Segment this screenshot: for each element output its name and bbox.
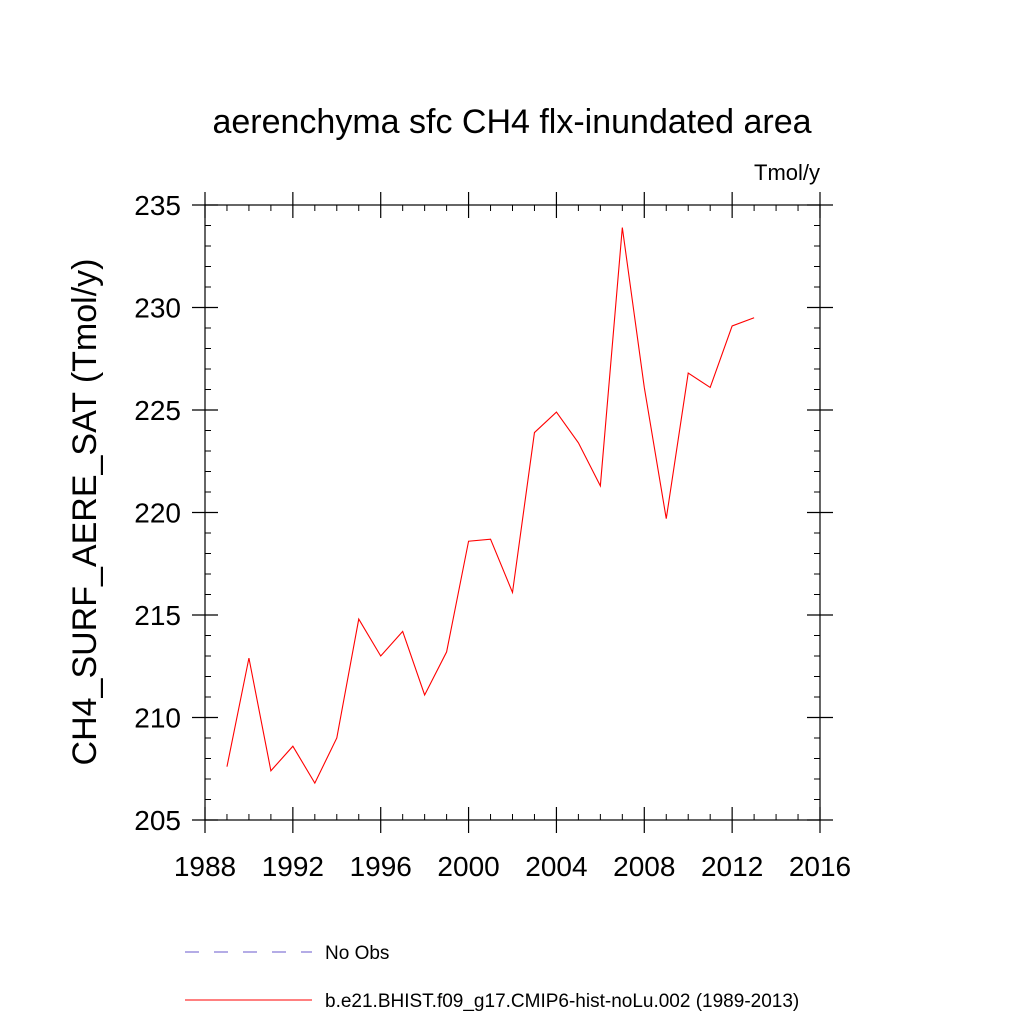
x-tick-label: 2016 xyxy=(789,851,851,882)
y-tick-label: 215 xyxy=(134,600,181,631)
y-tick-label: 225 xyxy=(134,395,181,426)
plot-frame xyxy=(205,205,820,820)
y-tick-label: 210 xyxy=(134,703,181,734)
y-tick-label: 230 xyxy=(134,293,181,324)
legend-label: No Obs xyxy=(325,943,389,964)
x-tick-label: 2000 xyxy=(437,851,499,882)
units-label: Tmol/y xyxy=(754,160,820,185)
y-axis-label: CH4_SURF_AERE_SAT (Tmol/y) xyxy=(66,259,104,766)
x-tick-label: 2004 xyxy=(525,851,587,882)
y-tick-label: 220 xyxy=(134,498,181,529)
legend: No Obs b.e21.BHIST.f09_g17.CMIP6-hist-noL… xyxy=(185,943,799,1012)
x-tick-label: 1996 xyxy=(350,851,412,882)
chart-title: aerenchyma sfc CH4 flx-inundated area xyxy=(212,103,811,141)
y-tick-label: 235 xyxy=(134,190,181,221)
x-tick-label: 2008 xyxy=(613,851,675,882)
x-tick-label: 1988 xyxy=(174,851,236,882)
plot-area: 1988 1992 1996 2000 2004 2008 2012 2016 205 210 21… xyxy=(134,190,851,882)
x-tick-label: 1992 xyxy=(262,851,324,882)
legend-label: b.e21.BHIST.f09_g17.CMIP6-hist-noLu.002 … xyxy=(325,991,799,1012)
series-line xyxy=(227,228,754,784)
y-tick-label: 205 xyxy=(134,805,181,836)
x-tick-label: 2012 xyxy=(701,851,763,882)
